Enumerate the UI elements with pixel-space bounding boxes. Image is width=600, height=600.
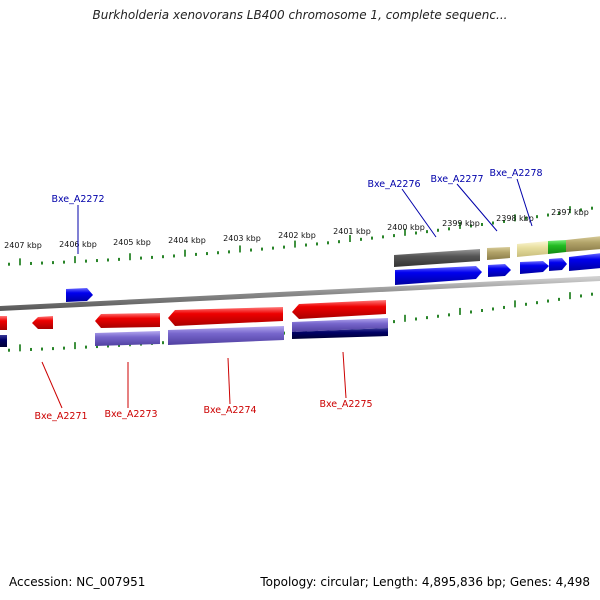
gene-label-bxe-a2277[interactable]: Bxe_A2277 [430, 174, 483, 185]
kbp-label: 2399 kbp [442, 219, 480, 228]
kbp-label: 2405 kbp [113, 238, 151, 247]
gene-bar-khaki[interactable] [487, 247, 510, 260]
kbp-label: 2400 kbp [387, 223, 425, 232]
cds-bar-lavender[interactable] [95, 331, 160, 346]
gene-callouts [41, 178, 533, 409]
cds-bar-navy[interactable] [0, 335, 7, 347]
cds-bar-lavender[interactable] [292, 318, 388, 332]
kbp-ruler: 2407 kbp 2406 kbp 2405 kbp 2404 kbp 2403… [4, 208, 589, 250]
gene-label-bxe-a2276[interactable]: Bxe_A2276 [367, 179, 420, 190]
cds-arrow-reverse[interactable] [520, 261, 549, 274]
gene-bar-pale[interactable] [517, 241, 548, 257]
gene-arrow-forward[interactable] [292, 300, 386, 319]
gene-bar-gray[interactable] [394, 249, 480, 267]
chromosome-backbone [0, 276, 600, 312]
kbp-label: 2407 kbp [4, 241, 42, 250]
gene-label-bxe-a2275[interactable]: Bxe_A2275 [319, 399, 372, 410]
upper-tick-track [8, 206, 593, 266]
cds-arrow-reverse[interactable] [569, 253, 600, 271]
cds-arrow-reverse[interactable] [549, 258, 567, 271]
gene-arrow-forward[interactable] [168, 307, 283, 326]
kbp-label: 2403 kbp [223, 234, 261, 243]
gene-labels: Bxe_A2272 Bxe_A2276 Bxe_A2277 Bxe_A2278 … [34, 168, 542, 422]
accession-text: Accession: NC_007951 [9, 575, 146, 589]
lower-feature-track [0, 300, 388, 347]
gene-label-bxe-a2278[interactable]: Bxe_A2278 [489, 168, 542, 179]
gene-label-bxe-a2272[interactable]: Bxe_A2272 [51, 194, 104, 205]
upper-feature-track [66, 236, 600, 302]
kbp-label: 2404 kbp [168, 236, 206, 245]
gene-bar-khaki[interactable] [566, 236, 600, 252]
gene-label-bxe-a2273[interactable]: Bxe_A2273 [104, 409, 157, 420]
gene-arrow-reverse[interactable] [66, 288, 93, 302]
gene-bar-green[interactable] [548, 240, 566, 254]
gene-label-bxe-a2274[interactable]: Bxe_A2274 [203, 405, 256, 416]
cds-arrow-reverse[interactable] [488, 264, 511, 277]
map-title: Burkholderia xenovorans LB400 chromosome… [92, 8, 508, 22]
gene-arrow-forward[interactable] [32, 316, 53, 329]
gene-arrow-forward[interactable] [95, 313, 160, 328]
gene-label-bxe-a2271[interactable]: Bxe_A2271 [34, 411, 87, 422]
sequence-summary: Topology: circular; Length: 4,895,836 bp… [260, 575, 590, 589]
cds-bar-lavender[interactable] [168, 326, 284, 345]
kbp-label: 2397 kbp [551, 208, 589, 217]
gene-arrow-forward[interactable] [0, 316, 7, 330]
cds-bar-navy[interactable] [292, 328, 388, 339]
cds-arrow-reverse[interactable] [395, 266, 482, 285]
kbp-label: 2402 kbp [278, 231, 316, 240]
lower-tick-track [8, 292, 593, 352]
kbp-label: 2401 kbp [333, 227, 371, 236]
kbp-label: 2398 kbp [496, 214, 534, 223]
